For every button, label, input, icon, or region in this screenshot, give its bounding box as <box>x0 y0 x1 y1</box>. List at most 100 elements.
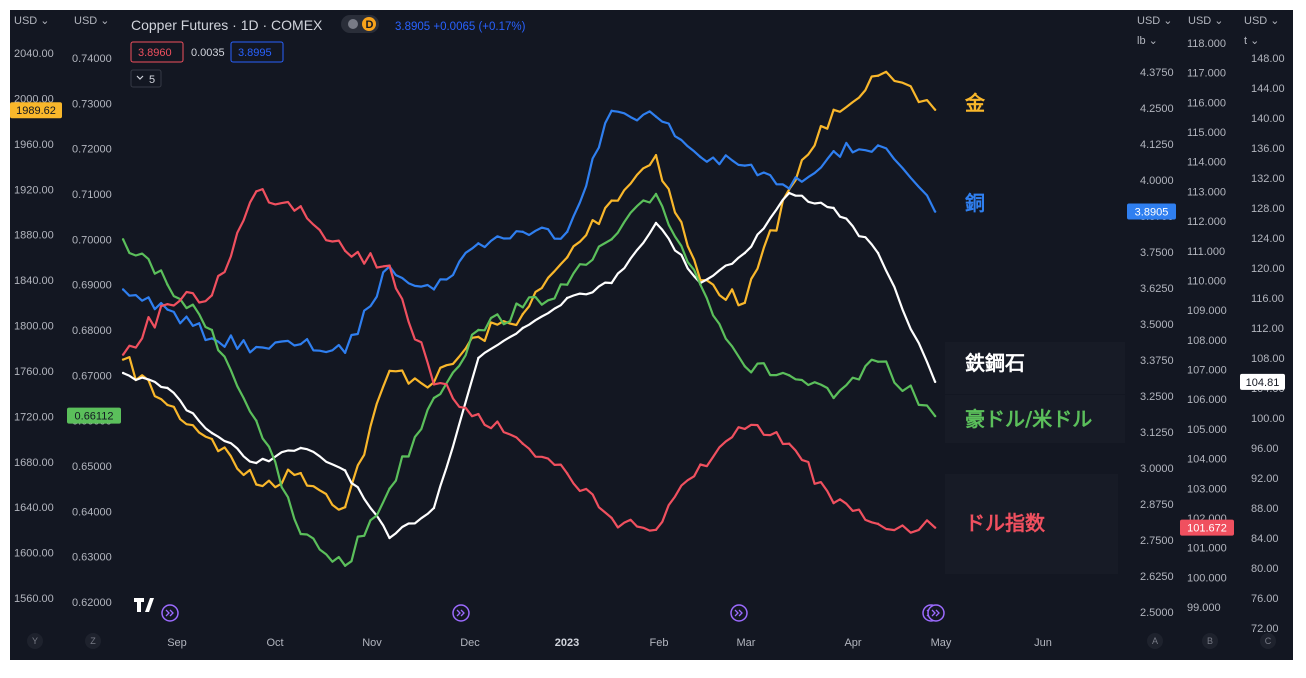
scale-button-b[interactable]: B <box>1202 633 1218 649</box>
axis-unit-right1[interactable]: USD ⌄ <box>1137 15 1173 27</box>
axis-tick-right3: 96.00 <box>1251 443 1279 455</box>
data-point-right2 <box>933 526 937 529</box>
axis-tick-left2: 0.74000 <box>72 53 112 65</box>
svg-text:101.672: 101.672 <box>1187 523 1227 535</box>
data-point-right3 <box>299 446 302 450</box>
data-point-right3 <box>477 356 480 360</box>
data-point-left1 <box>521 312 524 316</box>
axis-tick-right3: 140.00 <box>1251 113 1285 125</box>
data-point-right2 <box>743 427 747 431</box>
data-point-right3 <box>610 281 613 285</box>
axis-tick-left1: 1680.00 <box>14 457 54 469</box>
data-point-left1 <box>255 483 258 486</box>
x-tick-label: 2023 <box>555 637 579 649</box>
data-point-right3 <box>933 380 937 384</box>
data-point-right3 <box>565 296 569 300</box>
event-marker-icon[interactable] <box>927 604 945 622</box>
axis-tick-right1: 3.7500 <box>1140 247 1174 259</box>
data-point-left1 <box>876 74 880 77</box>
data-point-right1 <box>743 164 747 167</box>
data-point-right1 <box>299 342 302 346</box>
axis-tick-right3: 88.00 <box>1251 503 1279 515</box>
data-point-left2 <box>699 283 702 286</box>
axis-tick-left2: 0.73000 <box>72 98 112 110</box>
axis-tick-right3: 112.00 <box>1251 323 1284 335</box>
axis-tick-right3: 136.00 <box>1251 143 1285 155</box>
svg-text:Y: Y <box>32 636 38 646</box>
data-point-right2 <box>432 383 436 386</box>
indicators-toggle[interactable]: 5 <box>130 69 162 88</box>
axis-tick-right2: 103.000 <box>1187 483 1227 495</box>
axis-unit-right2[interactable]: USD ⌄ <box>1188 15 1224 27</box>
data-point-right3 <box>788 191 791 195</box>
interval-badge[interactable]: D <box>341 15 379 33</box>
axis-tick-right2: 117.000 <box>1187 68 1226 80</box>
data-point-left2 <box>743 365 747 368</box>
svg-text:0.66112: 0.66112 <box>75 411 114 423</box>
axis-tick-right1: 2.7500 <box>1140 535 1174 547</box>
event-marker-icon[interactable] <box>452 604 470 622</box>
data-point-right2 <box>255 190 258 193</box>
axis-tick-right2: 118.000 <box>1187 38 1226 50</box>
scale-button-z[interactable]: Z <box>85 633 101 649</box>
data-point-right2 <box>699 463 702 466</box>
axis-tick-right1: 4.3750 <box>1140 67 1174 79</box>
data-point-left1 <box>121 358 125 361</box>
data-point-left2 <box>610 238 613 241</box>
bid-box[interactable]: 3.8960 <box>130 41 184 63</box>
axis-tick-right1: 4.1250 <box>1140 139 1174 151</box>
event-marker-icon[interactable] <box>730 604 748 622</box>
x-tick-label: Nov <box>362 637 382 649</box>
axis-tick-right1: 3.6250 <box>1140 283 1174 295</box>
event-marker-icon[interactable] <box>161 604 179 622</box>
current-price-label-right3: 104.81 <box>1240 373 1285 390</box>
data-point-left2 <box>788 374 791 377</box>
data-point-left1 <box>477 335 480 339</box>
interval-icon <box>348 19 358 29</box>
axis-tick-left1: 1880.00 <box>14 230 54 242</box>
svg-text:D: D <box>366 19 374 31</box>
axis-tick-right2: 108.000 <box>1187 335 1227 347</box>
axis-unit-left1[interactable]: USD ⌄ <box>14 15 50 27</box>
x-tick-label: Mar <box>737 637 756 649</box>
ask-box[interactable]: 3.8995 <box>230 41 284 63</box>
current-price-label-left2: 0.66112 <box>67 407 121 424</box>
axis-tick-right2: 116.000 <box>1187 97 1226 109</box>
axis-tick-left1: 1640.00 <box>14 502 54 514</box>
dxy-annotation-bg <box>945 474 1118 574</box>
scale-button-y[interactable]: Y <box>27 633 43 649</box>
data-point-right3 <box>743 251 747 255</box>
scale-button-c[interactable]: C <box>1260 633 1276 649</box>
data-point-right1 <box>565 230 569 234</box>
axis-tick-right2: 115.000 <box>1187 127 1226 139</box>
axis-tick-right3: 148.00 <box>1251 53 1285 65</box>
axis-tick-right3: 76.00 <box>1251 593 1279 605</box>
current-price-label-right2: 101.672 <box>1180 519 1234 536</box>
axis-unit-left2[interactable]: USD ⌄ <box>74 15 110 27</box>
x-tick-label: Oct <box>266 637 283 649</box>
current-price-label-right1: 3.8905 <box>1127 203 1176 220</box>
axis-tick-left1: 2040.00 <box>14 48 54 60</box>
data-point-left1 <box>210 437 214 441</box>
annotation-iron-ore: 鉄鋼石 <box>965 351 1025 375</box>
data-point-right1 <box>521 230 524 234</box>
axis-tick-right3: 132.00 <box>1251 173 1285 185</box>
data-point-left2 <box>933 414 937 418</box>
axis-tick-left2: 0.68000 <box>72 325 112 337</box>
axis-unit-right3[interactable]: USD ⌄ <box>1244 15 1280 27</box>
chart-svg[interactable]: Copper Futures · 1D · COMEX D 3.8905 +0.… <box>10 10 1293 660</box>
data-point-right2 <box>477 412 480 416</box>
axis-tick-right1: 3.5000 <box>1140 319 1174 331</box>
series-line-right2 <box>122 188 936 534</box>
axis-subunit-right1: lb ⌄ <box>1137 35 1158 47</box>
data-point-right2 <box>343 249 347 252</box>
scale-button-a[interactable]: A <box>1147 633 1163 649</box>
data-point-left2 <box>210 328 214 332</box>
data-point-right1 <box>699 155 702 159</box>
data-point-left1 <box>610 199 613 202</box>
axis-tick-right1: 4.0000 <box>1140 175 1174 187</box>
svg-text:B: B <box>1207 636 1213 646</box>
axis-tick-left2: 0.65000 <box>72 461 112 473</box>
data-point-right3 <box>166 386 169 390</box>
tradingview-logo[interactable] <box>134 598 154 612</box>
